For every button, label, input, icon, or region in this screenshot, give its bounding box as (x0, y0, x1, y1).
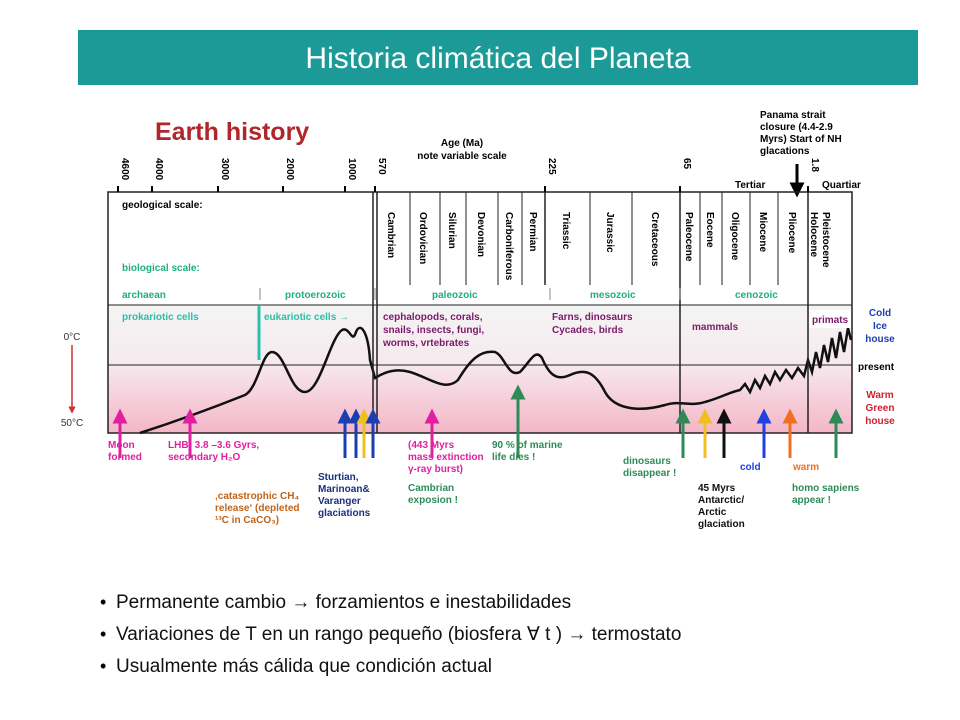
event-note: cold (740, 462, 761, 473)
age-note: note variable scale (417, 151, 507, 162)
event-note: exposion ! (408, 495, 458, 506)
life-label: cephalopods, corals, (383, 312, 483, 323)
title: Historia climática del Planeta (305, 42, 690, 75)
period: Oligocene (729, 212, 740, 261)
period: Holocene (808, 212, 819, 257)
age-tick-label: 1000 (346, 158, 357, 181)
bullet: Permanente cambio → forzamientos e inest… (116, 592, 571, 613)
period: Silurian (446, 212, 457, 249)
age-tick-label: 3000 (219, 158, 230, 181)
period: Ordovician (417, 212, 428, 264)
climate-label: Warm (866, 390, 894, 401)
cell-label: eukariotic cells → (264, 312, 349, 323)
era: protoerozoic (285, 290, 346, 301)
age-tick-label: 225 (546, 158, 557, 175)
event-note: 45 Myrs (698, 483, 736, 494)
event-note: release‘ (depleted (215, 503, 299, 514)
event-note: Varanger (318, 496, 361, 507)
event-note: disappear ! (623, 468, 676, 479)
event-note: formed (108, 452, 142, 463)
period: Pliocene (786, 212, 797, 254)
climate-label: Ice (873, 321, 887, 332)
figure-heading: Earth history (155, 118, 309, 146)
epoch-label: Tertiar (735, 180, 765, 191)
period: Cambrian (385, 212, 396, 258)
climate-label: Cold (869, 308, 891, 319)
label-box (809, 310, 851, 328)
event-note: Cambrian (408, 483, 454, 494)
event-note: ‚catastrophic CH₄ (215, 491, 299, 502)
event-note: homo sapiens (792, 483, 860, 494)
event-note: Marinoan& (318, 484, 370, 495)
geological-label: geological scale: (122, 200, 203, 211)
era: mesozoic (590, 290, 636, 301)
age-tick-label: 2000 (284, 158, 295, 181)
event-note: 90 % of marine (492, 440, 563, 451)
period: Miocene (757, 212, 768, 252)
period: Paleocene (683, 212, 694, 262)
age-tick-label: 1.8 (809, 158, 820, 172)
period: Permian (527, 212, 538, 251)
event-note: glaciations (318, 508, 371, 519)
era: paleozoic (432, 290, 478, 301)
event-note: (443 Myrs (408, 440, 455, 451)
cell-label: prokariotic cells (122, 312, 199, 323)
age-tick-label: 65 (681, 158, 692, 170)
event-note: appear ! (792, 495, 831, 506)
period: Cretaceous (649, 212, 660, 267)
event-note: Antarctic/ (698, 495, 744, 506)
event-note: secondary H₂O (168, 452, 240, 463)
bullet: Usualmente más cálida que condición actu… (116, 656, 492, 677)
event-note: life dies ! (492, 452, 535, 463)
era: cenozoic (735, 290, 778, 301)
life-label: worms, vrtebrates (382, 338, 470, 349)
event-note: ¹³C in CaCO₃) (215, 515, 279, 526)
frame (107, 191, 853, 434)
period: Jurassic (604, 212, 615, 253)
bullet-dot: • (100, 592, 106, 612)
note: Myrs) Start of NH (760, 134, 842, 145)
temperature-curve (139, 326, 853, 435)
event-note: Arctic (698, 507, 727, 518)
biological-label: biological scale: (122, 263, 200, 274)
epoch-label: Quartiar (822, 180, 861, 191)
period: Devonian (475, 212, 486, 257)
climate-label: Green (866, 403, 895, 414)
period: Eocene (704, 212, 715, 248)
note: glacations (760, 146, 810, 157)
period: Pleistocene (820, 212, 831, 268)
era: archaean (122, 290, 166, 301)
age-tick-label: 4000 (153, 158, 164, 181)
event-note: LHB: 3.8 –3.6 Gyrs, (168, 440, 259, 451)
title-bar (78, 30, 918, 85)
bullet: Variaciones de T en un rango pequeño (bi… (116, 624, 681, 645)
event-note: warm (792, 462, 819, 473)
note: Panama strait (760, 110, 826, 121)
event-note: glaciation (698, 519, 745, 530)
life-label: Cycades, birds (552, 325, 624, 336)
period: Triassic (560, 212, 571, 250)
event-note: Moon (108, 440, 135, 451)
life-label: mammals (692, 322, 739, 333)
event-note: γ-ray burst) (408, 464, 463, 475)
bullet-dot: • (100, 656, 106, 676)
event-note: Sturtian, (318, 472, 359, 483)
note: closure (4.4-2.9 (760, 122, 833, 133)
period: Carboniferous (503, 212, 514, 281)
climate-label: house (865, 416, 895, 427)
life-label: Farns, dinosaurs (552, 312, 633, 323)
event-note: mass extinction (408, 452, 484, 463)
life-label: primats (812, 315, 849, 326)
age-label: Age (Ma) (441, 138, 483, 149)
temp-high: 50°C (61, 418, 83, 429)
age-tick-label: 570 (376, 158, 387, 175)
age-tick-label: 4600 (119, 158, 130, 181)
present-label: present (858, 362, 895, 373)
event-note: dinosaurs (623, 456, 671, 467)
life-label: snails, insects, fungi, (383, 325, 484, 336)
climate-label: house (865, 334, 895, 345)
bullet-dot: • (100, 624, 106, 644)
temp-low: 0°C (64, 332, 81, 343)
